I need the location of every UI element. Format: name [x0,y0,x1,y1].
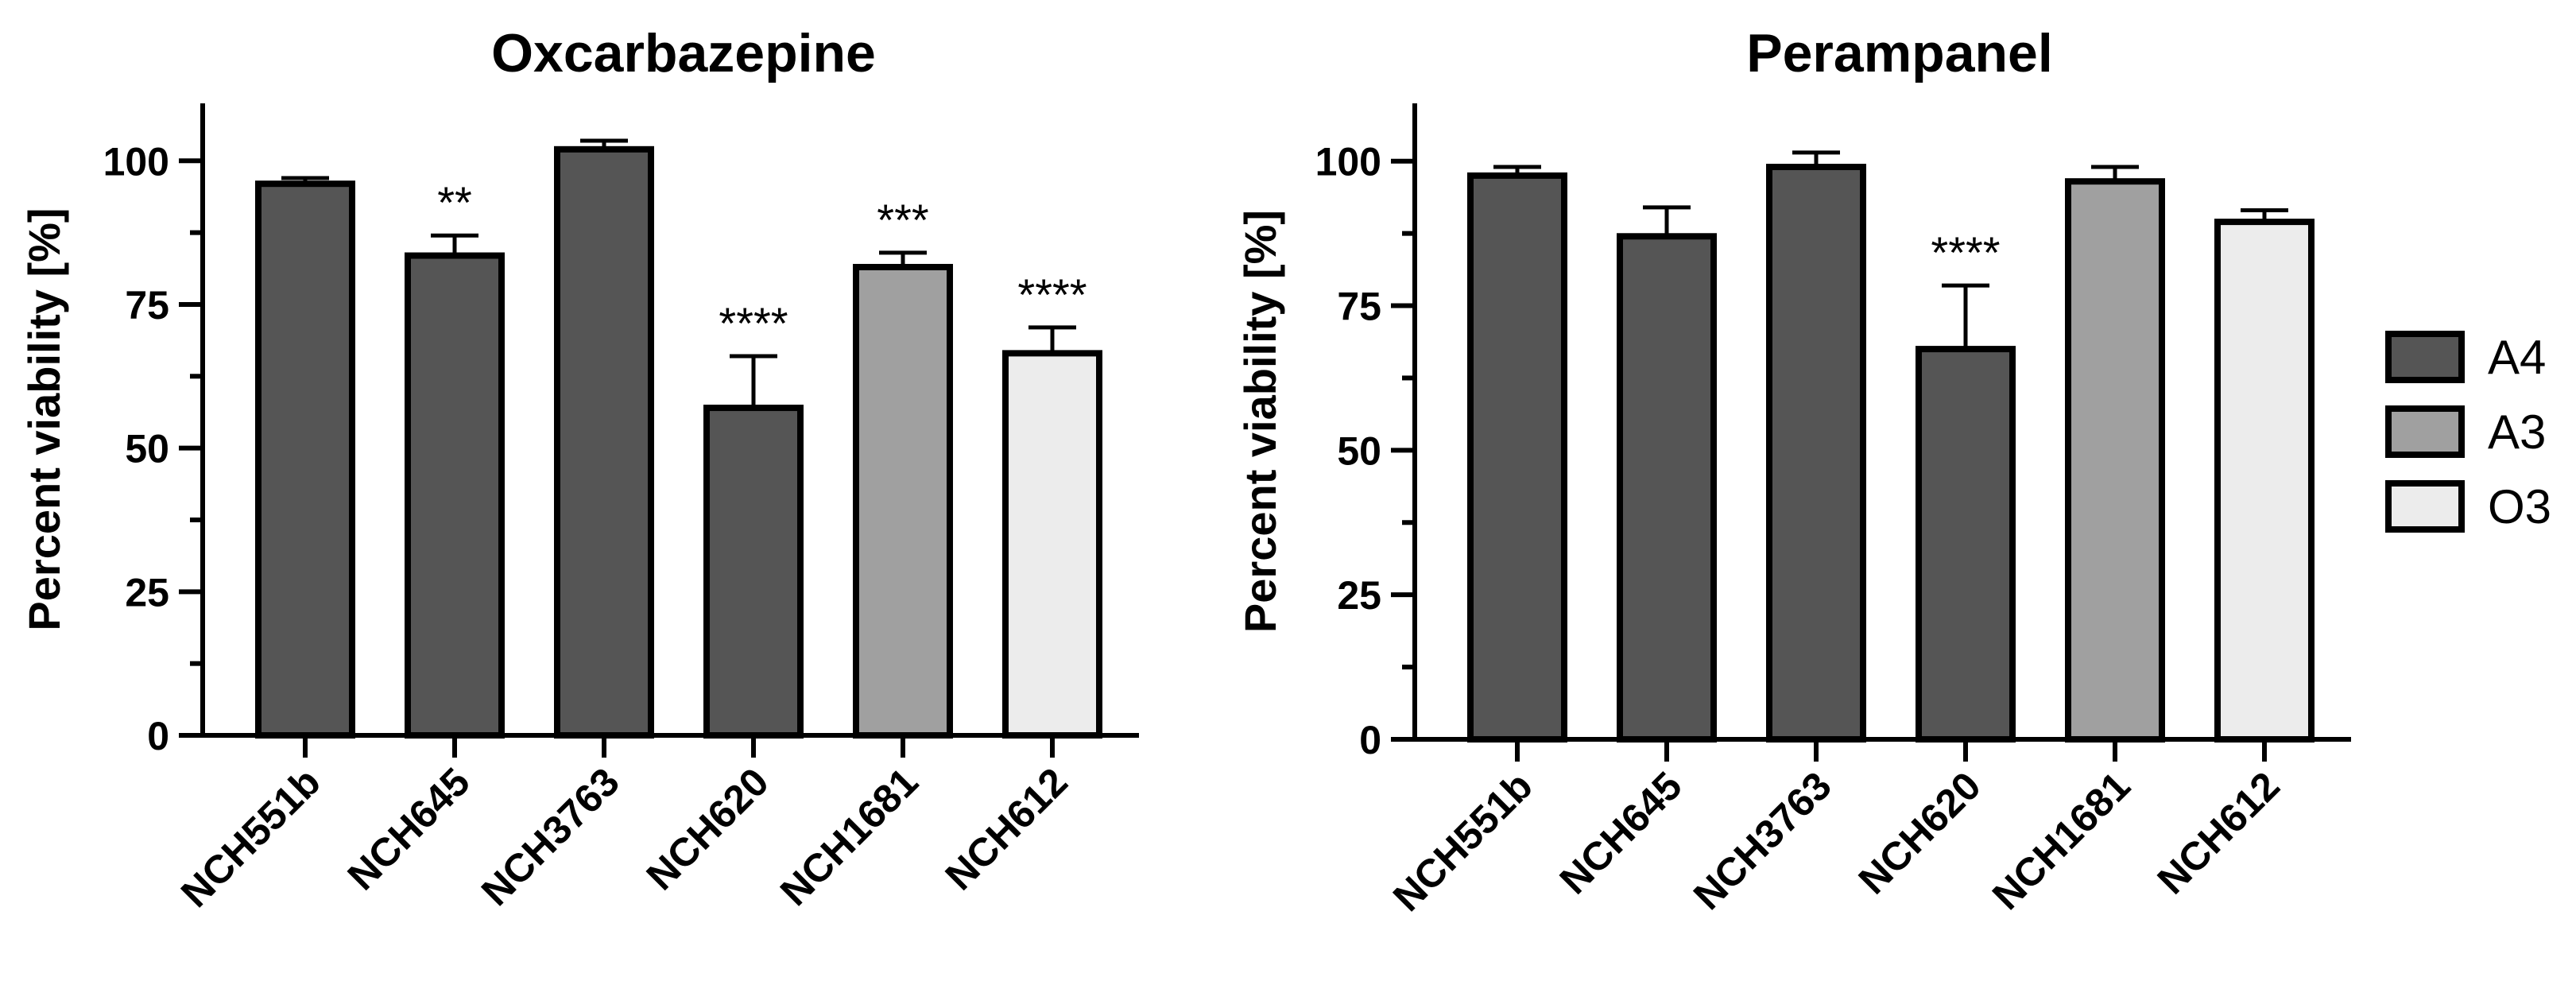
y-tick-label: 75 [1337,285,1381,329]
significance-label: **** [719,298,788,348]
legend-swatch-a3 [2385,405,2465,458]
bar-nch620 [1916,346,2016,743]
y-axis-label: Percent viability [%] [19,207,69,630]
bar-nch645 [1617,233,1717,743]
chart-title: Perampanel [1746,23,2053,83]
y-tick-label: 0 [147,714,169,758]
y-tick-label: 0 [1359,718,1381,762]
bar-nch1681 [853,263,953,739]
significance-label: ** [437,177,472,227]
chart-perampanel: Perampanel Percent viability [%] 0 25 50 75 10… [1235,23,2351,920]
significance-label: **** [1931,227,2000,277]
chart-title: Oxcarbazepine [491,23,876,83]
y-tick-label: 75 [125,283,169,328]
bar-nch3763 [1766,164,1866,743]
x-tick-label: NCH3763 [473,759,628,914]
x-tick-label: NCH1681 [1984,763,2139,918]
x-tick-label: NCH645 [1551,763,1691,902]
x-tick-label: NCH3763 [1685,763,1840,918]
x-tick-label: NCH551b [172,759,329,916]
legend-swatch-a4 [2385,331,2465,383]
legend-swatch-o3 [2385,480,2465,533]
x-tick-label: NCH645 [339,759,478,898]
bar-nch620 [703,405,804,739]
bar-nch645 [405,252,505,739]
x-tick-label: NCH612 [2149,763,2288,902]
significance-label: *** [877,195,928,245]
legend-label-o3: O3 [2488,480,2551,533]
chart-oxcarbazepine: Oxcarbazepine Percent viability [%] 0 25 50 7… [19,23,1139,916]
y-tick-label: 25 [1337,573,1381,618]
legend: A4 A3 O3 [2385,331,2551,533]
bar-nch612 [1002,350,1102,739]
bar-nch3763 [554,145,654,739]
y-tick-label: 100 [103,139,169,184]
bar-nch1681 [2065,178,2165,743]
bar-nch551b [1467,172,1567,743]
y-tick-label: 25 [125,570,169,615]
x-tick-label: NCH551b [1385,763,1541,920]
significance-label: **** [1017,269,1087,320]
y-tick-label: 100 [1315,140,1381,184]
y-tick-label: 50 [125,427,169,471]
bar-nch612 [2214,219,2315,743]
bar-nch551b [255,180,355,739]
x-tick-label: NCH612 [937,759,1076,898]
x-tick-label: NCH620 [638,759,777,898]
legend-label-a3: A3 [2488,405,2546,459]
y-tick-label: 50 [1337,428,1381,473]
x-tick-label: NCH1681 [772,759,927,914]
legend-label-a4: A4 [2488,331,2546,384]
x-tick-label: NCH620 [1850,763,1989,902]
y-axis-label: Percent viability [%] [1235,210,1285,633]
